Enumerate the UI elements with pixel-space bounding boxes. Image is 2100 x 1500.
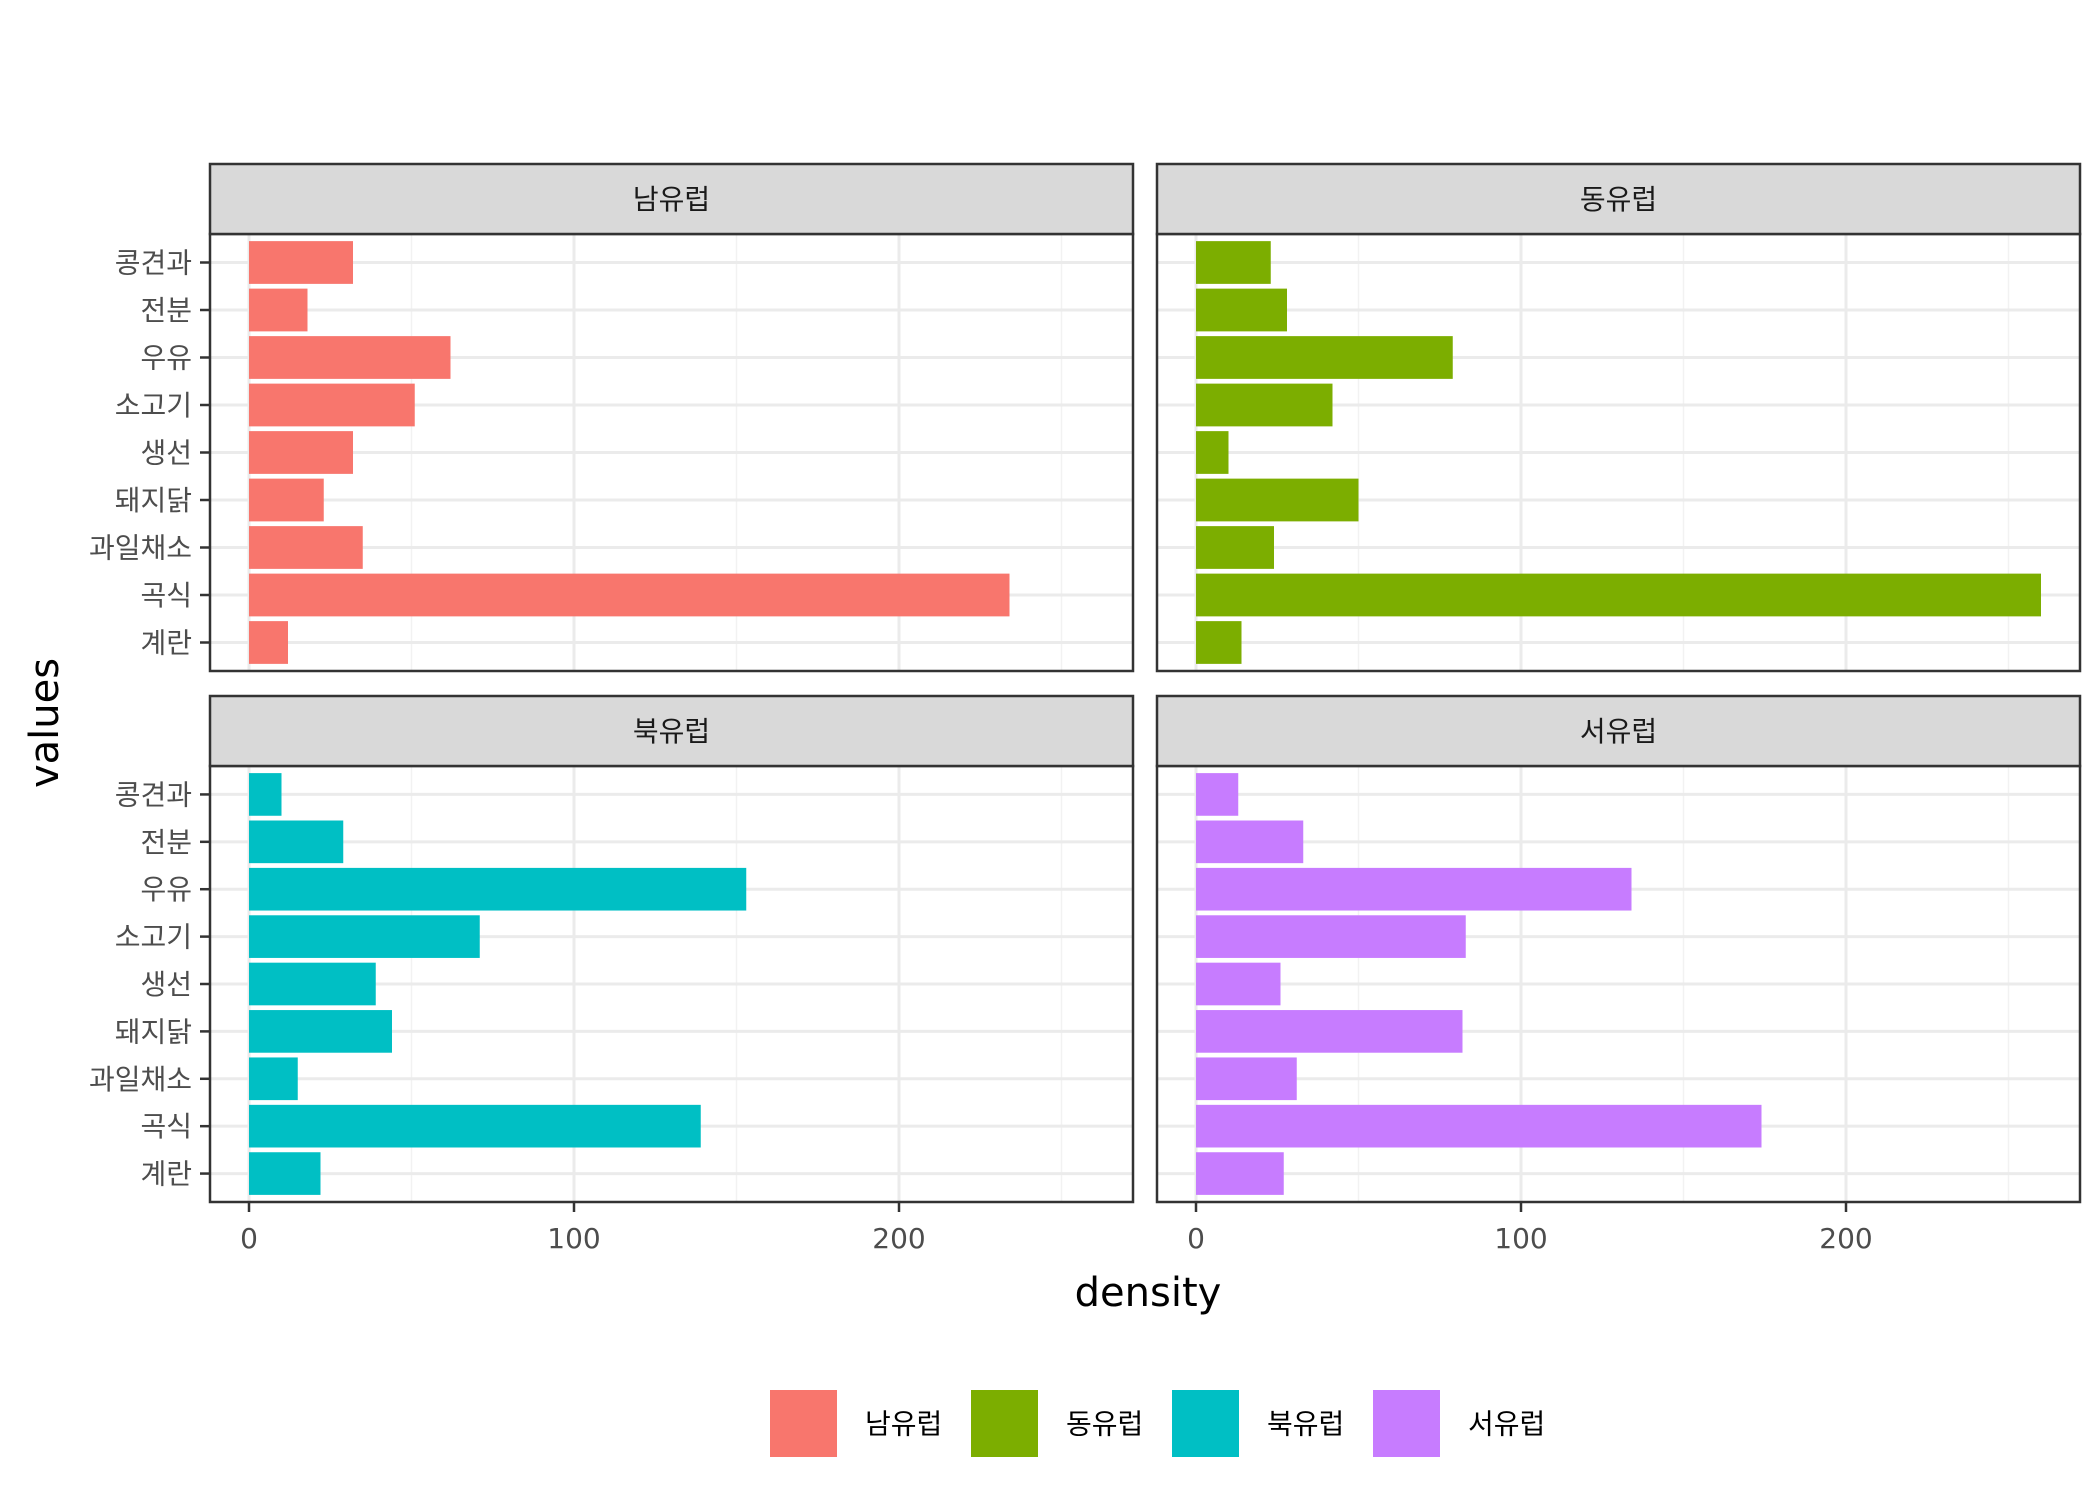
facet-strip-label: 서유럽 bbox=[1580, 715, 1657, 748]
y-tick-label: 콩견과 bbox=[115, 247, 192, 280]
legend-key-남유럽 bbox=[770, 1390, 837, 1457]
bar-서유럽-생선 bbox=[1196, 962, 1281, 1006]
legend-key-동유럽 bbox=[971, 1390, 1038, 1457]
bar-북유럽-생선 bbox=[249, 962, 376, 1006]
y-tick-label: 계란 bbox=[140, 627, 192, 660]
panel-서유럽: 서유럽 0 100 200 bbox=[1155, 694, 2082, 1255]
bar-서유럽-우유 bbox=[1196, 867, 1632, 911]
legend-label: 서유럽 bbox=[1468, 1408, 1545, 1441]
y-tick-label: 계란 bbox=[140, 1158, 192, 1191]
bar-남유럽-곡식 bbox=[249, 573, 1010, 617]
y-tick-label: 돼지닭 bbox=[115, 484, 192, 517]
bar-동유럽-우유 bbox=[1196, 336, 1453, 379]
bar-서유럽-전분 bbox=[1196, 820, 1304, 864]
facet-strip bbox=[208, 162, 1135, 236]
bar-북유럽-곡식 bbox=[249, 1104, 701, 1148]
facet-panels: 남유럽콩견과전분우유소고기생선돼지닭과일채소곡식계란동유럽북유럽콩견과전분우유소… bbox=[89, 162, 2082, 1255]
bar-서유럽-계란 bbox=[1196, 1152, 1284, 1195]
bar-서유럽-소고기 bbox=[1196, 915, 1466, 958]
bar-서유럽-콩견과 bbox=[1196, 773, 1239, 816]
bar-동유럽-과일채소 bbox=[1196, 526, 1274, 569]
bar-남유럽-돼지닭 bbox=[249, 478, 324, 522]
bar-남유럽-과일채소 bbox=[249, 526, 363, 569]
facet-strip bbox=[1155, 162, 2082, 236]
legend-label: 동유럽 bbox=[1066, 1408, 1143, 1441]
legend: 남유럽 동유럽 북유럽 서유럽 bbox=[770, 1390, 1545, 1457]
bar-동유럽-소고기 bbox=[1196, 383, 1333, 427]
y-tick-label: 콩견과 bbox=[115, 778, 192, 811]
bar-북유럽-우유 bbox=[249, 867, 747, 911]
bar-동유럽-돼지닭 bbox=[1196, 478, 1359, 522]
facet-strip-label: 동유럽 bbox=[1580, 183, 1657, 216]
y-tick-label: 과일채소 bbox=[89, 532, 192, 565]
x-tick-label: 200 bbox=[1819, 1222, 1872, 1255]
y-tick-label: 돼지닭 bbox=[115, 1015, 192, 1048]
bar-북유럽-돼지닭 bbox=[249, 1010, 392, 1053]
y-tick-label: 전분 bbox=[140, 826, 192, 859]
x-tick-label: 100 bbox=[1494, 1222, 1547, 1255]
legend-label: 북유럽 bbox=[1267, 1408, 1344, 1441]
bar-동유럽-생선 bbox=[1196, 431, 1229, 474]
bar-남유럽-전분 bbox=[249, 288, 308, 332]
legend-key-서유럽 bbox=[1373, 1390, 1440, 1457]
bar-동유럽-콩견과 bbox=[1196, 241, 1271, 284]
y-axis-title: values bbox=[22, 658, 68, 788]
facet-strip bbox=[208, 694, 1135, 768]
x-axis-title: density bbox=[1075, 1270, 1222, 1316]
bar-동유럽-계란 bbox=[1196, 621, 1242, 664]
facet-strip bbox=[1155, 694, 2082, 768]
y-tick-label: 우유 bbox=[140, 873, 192, 906]
legend-label: 남유럽 bbox=[865, 1408, 942, 1441]
panel-동유럽: 동유럽 bbox=[1155, 162, 2082, 673]
x-tick-label: 200 bbox=[872, 1222, 925, 1255]
bar-서유럽-돼지닭 bbox=[1196, 1010, 1463, 1053]
bar-북유럽-과일채소 bbox=[249, 1057, 298, 1101]
y-tick-label: 곡식 bbox=[140, 579, 192, 612]
bar-북유럽-소고기 bbox=[249, 915, 480, 958]
x-tick-label: 0 bbox=[240, 1222, 258, 1255]
facet-strip-label: 북유럽 bbox=[633, 715, 710, 748]
facet-strip-label: 남유럽 bbox=[633, 183, 710, 216]
bar-남유럽-소고기 bbox=[249, 383, 415, 427]
y-tick-label: 곡식 bbox=[140, 1110, 192, 1143]
y-tick-label: 소고기 bbox=[115, 921, 192, 954]
bar-동유럽-전분 bbox=[1196, 288, 1287, 332]
bar-남유럽-계란 bbox=[249, 621, 288, 664]
y-tick-label: 전분 bbox=[140, 294, 192, 327]
y-tick-label: 과일채소 bbox=[89, 1063, 192, 1096]
bar-동유럽-곡식 bbox=[1196, 573, 2041, 617]
bar-남유럽-콩견과 bbox=[249, 241, 353, 284]
bar-서유럽-과일채소 bbox=[1196, 1057, 1297, 1101]
y-tick-label: 생선 bbox=[140, 437, 192, 470]
x-tick-label: 0 bbox=[1187, 1222, 1205, 1255]
y-tick-label: 우유 bbox=[140, 342, 192, 375]
y-tick-label: 생선 bbox=[140, 968, 192, 1001]
bar-북유럽-계란 bbox=[249, 1152, 321, 1195]
y-tick-label: 소고기 bbox=[115, 389, 192, 422]
bar-북유럽-전분 bbox=[249, 820, 344, 864]
x-tick-label: 100 bbox=[547, 1222, 600, 1255]
bar-남유럽-우유 bbox=[249, 336, 451, 379]
bar-남유럽-생선 bbox=[249, 431, 353, 474]
bar-서유럽-곡식 bbox=[1196, 1104, 1762, 1148]
bar-북유럽-콩견과 bbox=[249, 773, 282, 816]
legend-key-북유럽 bbox=[1172, 1390, 1239, 1457]
